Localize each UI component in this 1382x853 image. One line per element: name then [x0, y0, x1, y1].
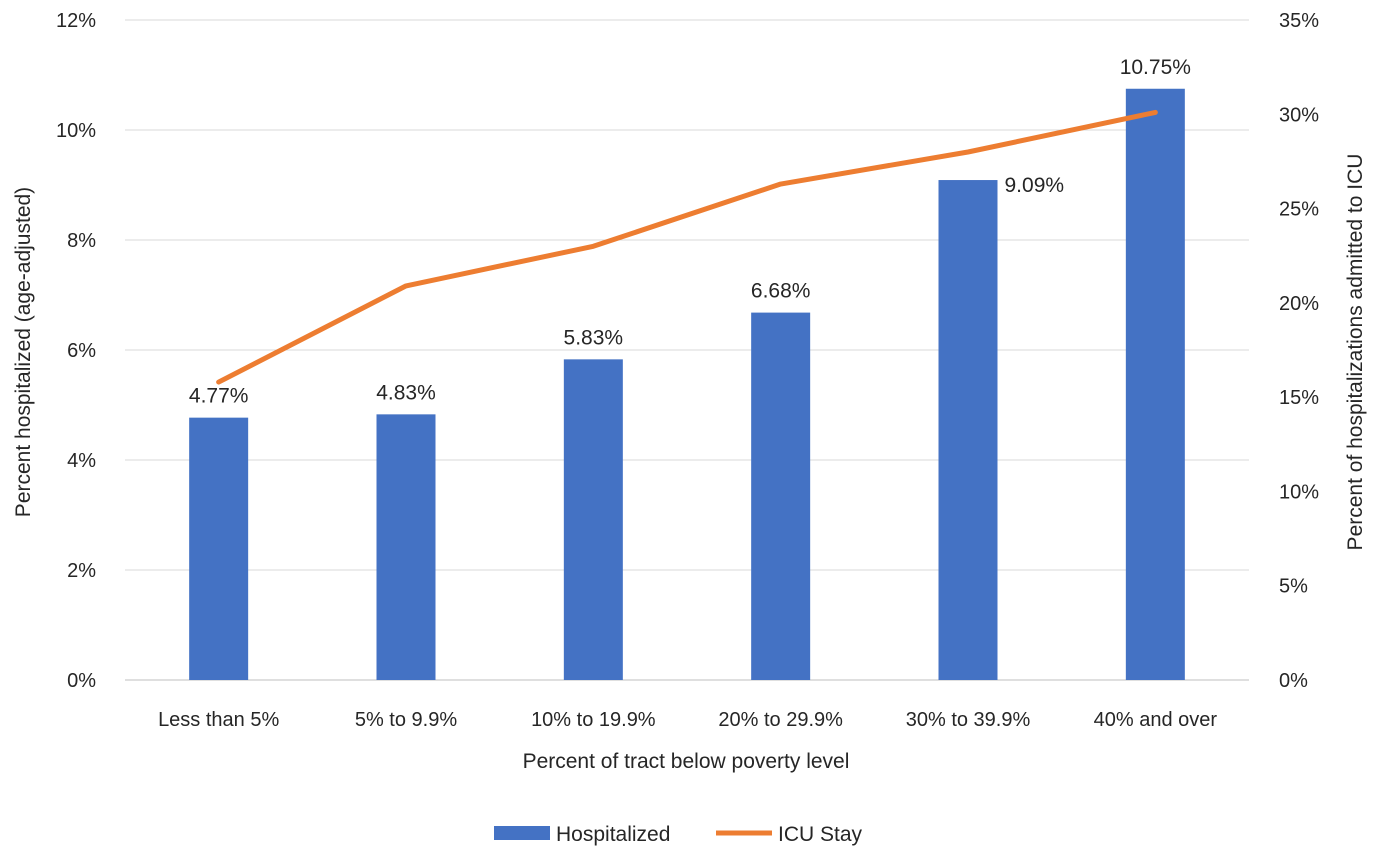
y-tick-label: 8% [67, 230, 96, 252]
x-tick-label: 10% to 19.9% [531, 709, 656, 731]
icu-stay-series-line [216, 109, 1158, 385]
y2-tick-label: 5% [1279, 576, 1308, 598]
bar [563, 359, 623, 680]
x-axis-title: Percent of tract below poverty level [523, 750, 850, 773]
x-tick-label: 40% and over [1094, 709, 1218, 731]
y-tick-label: 6% [67, 340, 96, 362]
bar-data-label: 5.83% [564, 326, 624, 349]
legend-swatch-hospitalized [494, 826, 550, 840]
hospitalized-bars [189, 88, 1185, 681]
y2-tick-label: 15% [1279, 387, 1319, 409]
y2-tick-label: 10% [1279, 481, 1319, 503]
bar-data-label: 6.68% [751, 280, 811, 303]
y2-axis-title: Percent of hospitalizations admitted to … [1344, 154, 1367, 551]
bar [376, 414, 436, 680]
y2-tick-label: 30% [1279, 104, 1319, 126]
y2-tick-label: 35% [1279, 10, 1319, 32]
x-tick-label: 20% to 29.9% [718, 709, 843, 731]
left-axis-ticks: 0% 2% 4% 6% 8% 10% 12% [56, 10, 96, 692]
x-tick-label: 30% to 39.9% [906, 709, 1031, 731]
x-tick-label: 5% to 9.9% [355, 709, 458, 731]
legend-label-icu-stay: ICU Stay [778, 823, 863, 846]
y-tick-label: 4% [67, 450, 96, 472]
y-tick-label: 2% [67, 560, 96, 582]
bar-data-label: 4.77% [189, 385, 249, 408]
y2-tick-label: 25% [1279, 199, 1319, 221]
bar-data-labels: 4.77% 4.83% 5.83% 6.68% 9.09% 10.75% [189, 56, 1191, 408]
y-tick-label: 12% [56, 10, 96, 32]
bar [938, 180, 998, 681]
gridlines [125, 19, 1249, 681]
bar [189, 417, 249, 680]
bar [751, 312, 811, 680]
y2-tick-label: 0% [1279, 670, 1308, 692]
y2-tick-label: 20% [1279, 293, 1319, 315]
y-axis-title: Percent hospitalized (age-adjusted) [12, 187, 35, 517]
legend-label-hospitalized: Hospitalized [556, 823, 670, 846]
icu-stay-line [216, 109, 1158, 385]
x-axis-ticks: Less than 5% 5% to 9.9% 10% to 19.9% 20% to… [158, 709, 1217, 731]
y-tick-label: 10% [56, 120, 96, 142]
x-tick-label: Less than 5% [158, 709, 279, 731]
bar-data-label: 9.09% [1005, 174, 1065, 197]
bar-data-label: 10.75% [1120, 56, 1191, 79]
bar-data-label: 4.83% [376, 381, 436, 404]
y-tick-label: 0% [67, 670, 96, 692]
right-axis-ticks: 0% 5% 10% 15% 20% 25% 30% 35% [1279, 10, 1319, 692]
legend: Hospitalized ICU Stay [494, 823, 863, 846]
bar [1125, 88, 1185, 680]
